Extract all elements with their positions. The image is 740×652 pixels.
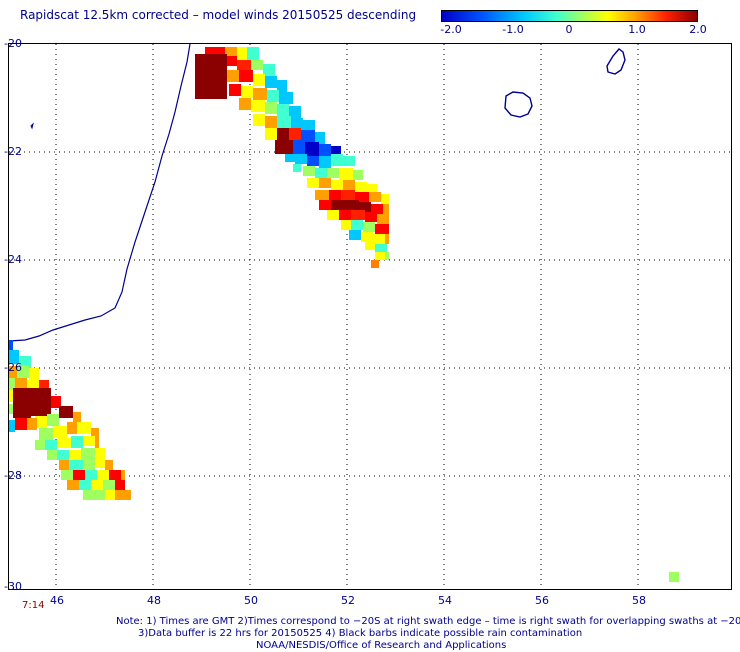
lon-label-58: 58 [632, 594, 646, 607]
swath-north [195, 47, 389, 268]
lat-label-22: -22 [4, 145, 22, 158]
colorbar-tick-neg1: -1.0 [502, 23, 524, 36]
colorbar-tick-max: 2.0 [689, 23, 707, 36]
footnote-line-1: Note: 1) Times are GMT 2)Times correspon… [116, 616, 740, 627]
swath-south [9, 340, 131, 500]
lon-label-52: 52 [341, 594, 355, 607]
islet [30, 122, 34, 130]
lat-label-28: -28 [4, 469, 22, 482]
lon-label-48: 48 [147, 594, 161, 607]
map-canvas [8, 43, 731, 589]
lon-label-50: 50 [244, 594, 258, 607]
lat-label-26: -26 [4, 361, 22, 374]
lon-label-54: 54 [438, 594, 452, 607]
madagascar-coastline [8, 43, 191, 342]
lon-label-46: 46 [50, 594, 64, 607]
colorbar-tick-pos1: 1.0 [628, 23, 646, 36]
lat-label-20: -20 [4, 37, 22, 50]
footnote: Note: 1) Times are GMT 2)Times correspon… [116, 616, 740, 652]
colorbar [441, 10, 698, 22]
colorbar-tick-zero: 0 [565, 23, 573, 36]
lon-grid [55, 44, 639, 589]
colorbar-tick-min: -2.0 [440, 23, 462, 36]
swath-time-label: 7:14 [22, 600, 45, 611]
isolated-cell [669, 572, 679, 582]
map-frame [8, 43, 732, 590]
plot-title: Rapidscat 12.5km corrected – model winds… [20, 8, 417, 22]
footnote-line-3: NOAA/NESDIS/Office of Research and Appli… [256, 640, 507, 651]
reunion-island [504, 91, 533, 118]
mauritius-island [606, 48, 626, 75]
lon-label-56: 56 [535, 594, 549, 607]
lat-label-24: -24 [4, 253, 22, 266]
lat-label-30: -30 [4, 580, 22, 593]
footnote-line-2: 3)Data buffer is 22 hrs for 20150525 4) … [138, 628, 583, 639]
